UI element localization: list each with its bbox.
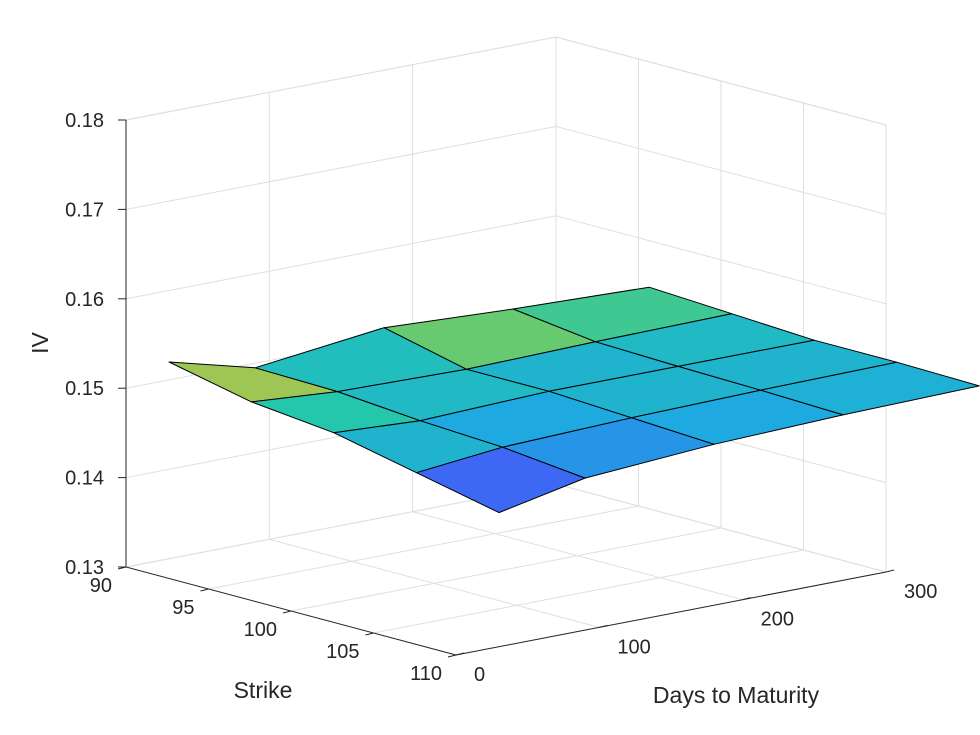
- x-tick: [117, 566, 127, 570]
- y-tick-label: 300: [904, 581, 937, 603]
- x-tick: [365, 632, 374, 636]
- y-tick-label: 200: [761, 609, 794, 631]
- z-tick-label: 0.13: [65, 557, 104, 579]
- x-tick: [447, 654, 457, 658]
- y-axis-line: [455, 571, 887, 656]
- floor-grid-line: [412, 511, 743, 601]
- z-tick-label: 0.16: [65, 289, 104, 311]
- y-tick: [885, 569, 895, 573]
- y-tick: [455, 652, 465, 656]
- x-tick: [200, 588, 209, 592]
- side-wall-grid-line: [555, 125, 887, 215]
- surface: [168, 286, 980, 514]
- box-edge: [555, 36, 887, 126]
- y-tick: [599, 624, 608, 628]
- floor-grid-line: [208, 505, 639, 590]
- back-wall-grid-line: [125, 215, 557, 300]
- z-tick-label: 0.15: [65, 378, 104, 400]
- axes: [117, 119, 895, 658]
- x-tick: [282, 610, 292, 614]
- y-axis-label: Days to Maturity: [653, 682, 820, 708]
- floor-grid-line: [269, 538, 600, 628]
- side-wall-grid-line: [555, 483, 887, 573]
- surface-patch: [416, 446, 586, 514]
- x-tick-label: 110: [410, 663, 442, 685]
- box-edge: [125, 36, 557, 121]
- side-wall-grid-line: [555, 215, 887, 305]
- y-tick-label: 0: [474, 664, 485, 686]
- x-tick-label: 100: [244, 619, 277, 641]
- z-tick-label: 0.18: [65, 110, 104, 132]
- y-tick: [742, 597, 751, 601]
- z-tick-label: 0.17: [65, 199, 104, 221]
- x-axis-label: Strike: [234, 677, 293, 703]
- y-tick-label: 100: [617, 636, 650, 658]
- floor-grid-line: [373, 549, 804, 634]
- x-tick-label: 105: [326, 641, 359, 663]
- x-tick-label: 90: [90, 575, 112, 597]
- x-tick-label: 95: [172, 597, 194, 619]
- z-axis-label: IV: [27, 331, 53, 353]
- z-tick-label: 0.14: [65, 468, 104, 490]
- back-wall-grid-line: [125, 125, 557, 210]
- tick-labels: 0.13 0.14 0.15 0.16 0.17 0.18 90 95 100 105 110 0 10…: [65, 110, 937, 686]
- floor-grid-line: [290, 527, 722, 612]
